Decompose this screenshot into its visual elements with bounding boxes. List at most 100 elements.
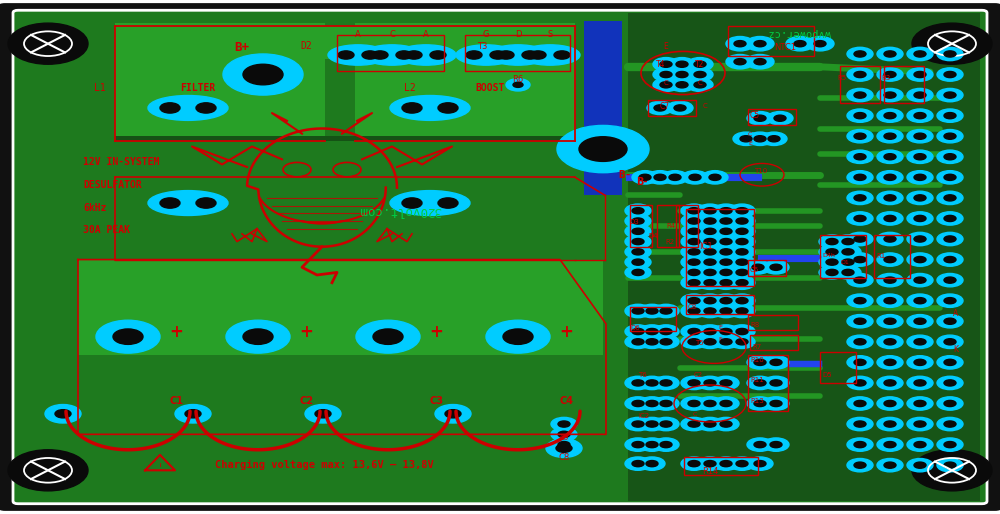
Text: FILTER: FILTER xyxy=(180,83,216,94)
Circle shape xyxy=(704,421,716,427)
Circle shape xyxy=(720,380,732,386)
Circle shape xyxy=(243,329,273,344)
Text: 6kHz: 6kHz xyxy=(83,203,106,213)
Circle shape xyxy=(774,115,786,121)
Circle shape xyxy=(632,400,644,407)
Ellipse shape xyxy=(390,96,470,120)
Circle shape xyxy=(639,457,665,470)
Circle shape xyxy=(884,174,896,180)
Text: T4: T4 xyxy=(656,60,666,69)
Circle shape xyxy=(736,269,748,276)
Circle shape xyxy=(498,51,514,59)
Circle shape xyxy=(704,249,716,255)
Circle shape xyxy=(754,41,766,47)
Bar xyxy=(874,235,910,278)
Circle shape xyxy=(22,30,74,57)
Circle shape xyxy=(653,78,679,91)
Circle shape xyxy=(847,417,873,431)
Circle shape xyxy=(554,51,570,59)
Circle shape xyxy=(854,195,866,201)
Circle shape xyxy=(674,105,686,111)
Circle shape xyxy=(747,438,773,451)
Circle shape xyxy=(854,154,866,160)
Circle shape xyxy=(660,339,672,345)
Circle shape xyxy=(632,328,644,335)
Circle shape xyxy=(944,133,956,139)
Text: D4: D4 xyxy=(648,233,658,240)
Circle shape xyxy=(681,225,707,238)
Circle shape xyxy=(546,439,582,457)
Bar xyxy=(820,235,866,278)
Bar xyxy=(355,23,575,139)
Text: R1: R1 xyxy=(876,253,885,259)
Circle shape xyxy=(937,232,963,246)
Text: C2: C2 xyxy=(694,372,703,378)
Circle shape xyxy=(747,356,773,369)
Circle shape xyxy=(720,280,732,286)
Circle shape xyxy=(551,428,577,441)
Circle shape xyxy=(632,421,644,427)
Circle shape xyxy=(937,88,963,102)
FancyBboxPatch shape xyxy=(13,10,987,504)
Circle shape xyxy=(907,232,933,246)
Circle shape xyxy=(914,174,926,180)
Text: C9: C9 xyxy=(559,435,569,441)
Circle shape xyxy=(937,130,963,143)
Circle shape xyxy=(907,150,933,163)
Text: D1: D1 xyxy=(840,260,849,265)
Circle shape xyxy=(884,318,896,324)
Circle shape xyxy=(625,335,651,348)
Circle shape xyxy=(522,51,538,59)
Circle shape xyxy=(356,320,420,353)
Circle shape xyxy=(681,266,707,279)
Circle shape xyxy=(907,458,933,472)
Circle shape xyxy=(907,273,933,287)
Circle shape xyxy=(632,218,644,224)
Circle shape xyxy=(877,417,903,431)
Text: R2: R2 xyxy=(665,238,674,245)
Circle shape xyxy=(944,298,956,304)
Circle shape xyxy=(907,130,933,143)
Circle shape xyxy=(752,264,764,270)
Circle shape xyxy=(746,36,774,51)
Circle shape xyxy=(842,238,854,245)
Circle shape xyxy=(914,462,926,468)
Circle shape xyxy=(660,328,672,335)
Circle shape xyxy=(754,442,766,448)
Circle shape xyxy=(632,380,644,386)
Text: C3: C3 xyxy=(429,396,443,406)
Circle shape xyxy=(854,236,866,242)
Circle shape xyxy=(632,269,644,276)
Circle shape xyxy=(8,450,88,491)
Text: D3: D3 xyxy=(629,219,639,225)
Circle shape xyxy=(720,208,732,214)
Circle shape xyxy=(944,92,956,98)
Circle shape xyxy=(914,195,926,201)
Circle shape xyxy=(639,174,651,180)
Circle shape xyxy=(740,136,752,142)
Ellipse shape xyxy=(328,45,388,65)
Circle shape xyxy=(697,376,723,390)
Circle shape xyxy=(914,298,926,304)
Circle shape xyxy=(625,397,651,410)
Circle shape xyxy=(305,405,341,423)
Circle shape xyxy=(736,238,748,245)
Circle shape xyxy=(713,225,739,238)
Circle shape xyxy=(704,269,716,276)
Text: B+: B+ xyxy=(234,41,250,54)
Circle shape xyxy=(688,218,700,224)
Circle shape xyxy=(625,438,651,451)
Circle shape xyxy=(697,417,723,431)
Circle shape xyxy=(713,276,739,289)
Circle shape xyxy=(688,339,700,345)
Bar xyxy=(648,100,696,116)
Circle shape xyxy=(944,51,956,57)
Circle shape xyxy=(854,92,866,98)
Circle shape xyxy=(688,298,700,304)
Text: B-: B- xyxy=(618,170,632,180)
Circle shape xyxy=(767,112,793,125)
Circle shape xyxy=(646,380,658,386)
Text: T6: T6 xyxy=(638,372,647,378)
Ellipse shape xyxy=(148,96,228,120)
Circle shape xyxy=(647,101,673,115)
